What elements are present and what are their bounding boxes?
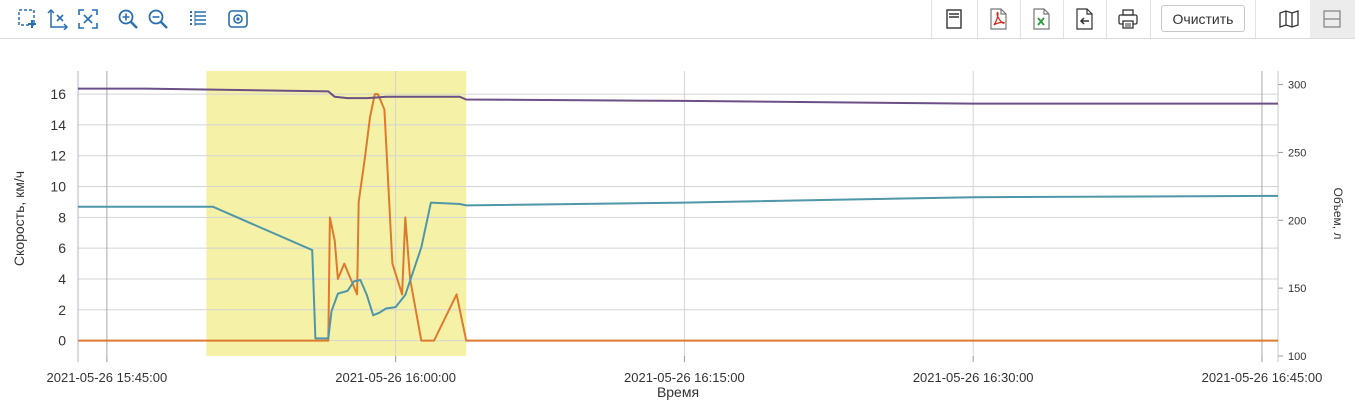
menu-icon[interactable]: [942, 7, 966, 31]
map-view-icon[interactable]: [1277, 7, 1301, 31]
zoom-in-icon[interactable]: [116, 7, 140, 31]
series-line-3: [78, 87, 1278, 105]
toolbar-divider: [1063, 0, 1064, 38]
toolbar-divider: [977, 0, 978, 38]
highlight-band: [206, 71, 467, 356]
y-tick-label: 0: [58, 333, 66, 349]
y-tick-label: 14: [50, 117, 66, 133]
y-axis-title: Скорость, км/ч: [11, 171, 27, 266]
x-tick-label: 2021-05-26 16:00:00: [335, 370, 456, 385]
x-tick-label: 2021-05-26 16:30:00: [913, 370, 1034, 385]
print-icon[interactable]: [1116, 7, 1140, 31]
select-zoom-icon[interactable]: [16, 7, 40, 31]
y2-tick-label: 300: [1288, 80, 1306, 92]
y2-tick-label: 150: [1288, 283, 1306, 295]
y-tick-label: 2: [58, 302, 66, 318]
y2-axis-title: Объем, л: [1331, 188, 1345, 240]
series-line-1: [78, 93, 1278, 342]
pdf-export-icon[interactable]: [986, 7, 1010, 31]
y2-tick-label: 250: [1288, 147, 1306, 159]
reset-x-zoom-icon[interactable]: [46, 7, 70, 31]
y-tick-label: 16: [50, 86, 66, 102]
y2-tick-label: 100: [1288, 351, 1306, 363]
y-tick-label: 4: [58, 271, 66, 287]
toolbar-divider: [931, 0, 932, 38]
y-tick-label: 8: [58, 209, 66, 225]
clear-button[interactable]: Очистить: [1161, 5, 1245, 32]
y-tick-label: 10: [50, 179, 66, 195]
toolbar-divider: [1255, 0, 1256, 38]
x-tick-label: 2021-05-26 15:45:00: [47, 370, 168, 385]
toolbar-divider: [1020, 0, 1021, 38]
x-tick-label: 2021-05-26 16:15:00: [624, 370, 745, 385]
reset-zoom-icon[interactable]: [76, 7, 100, 31]
y-tick-label: 6: [58, 240, 66, 256]
chart-toolbar: Очистить: [0, 0, 1355, 39]
legend-list-icon[interactable]: [186, 7, 210, 31]
excel-export-icon[interactable]: [1029, 7, 1053, 31]
series-line-2: [78, 194, 1279, 340]
import-icon[interactable]: [1072, 7, 1096, 31]
time-series-chart[interactable]: 0 2 4 6 8 10 12 14 16 100 150 200 250 300 2021-05-26 1…: [0, 40, 1355, 417]
y-tick-label: 12: [50, 148, 66, 164]
table-view-icon[interactable]: [1320, 7, 1344, 31]
snapshot-icon[interactable]: [226, 7, 250, 31]
zoom-out-icon[interactable]: [146, 7, 170, 31]
toolbar-divider: [1150, 0, 1151, 38]
y2-tick-label: 200: [1288, 215, 1306, 227]
toolbar-divider: [1106, 0, 1107, 38]
x-axis-title: Время: [657, 384, 699, 400]
x-tick-label: 2021-05-26 16:45:00: [1202, 370, 1323, 385]
